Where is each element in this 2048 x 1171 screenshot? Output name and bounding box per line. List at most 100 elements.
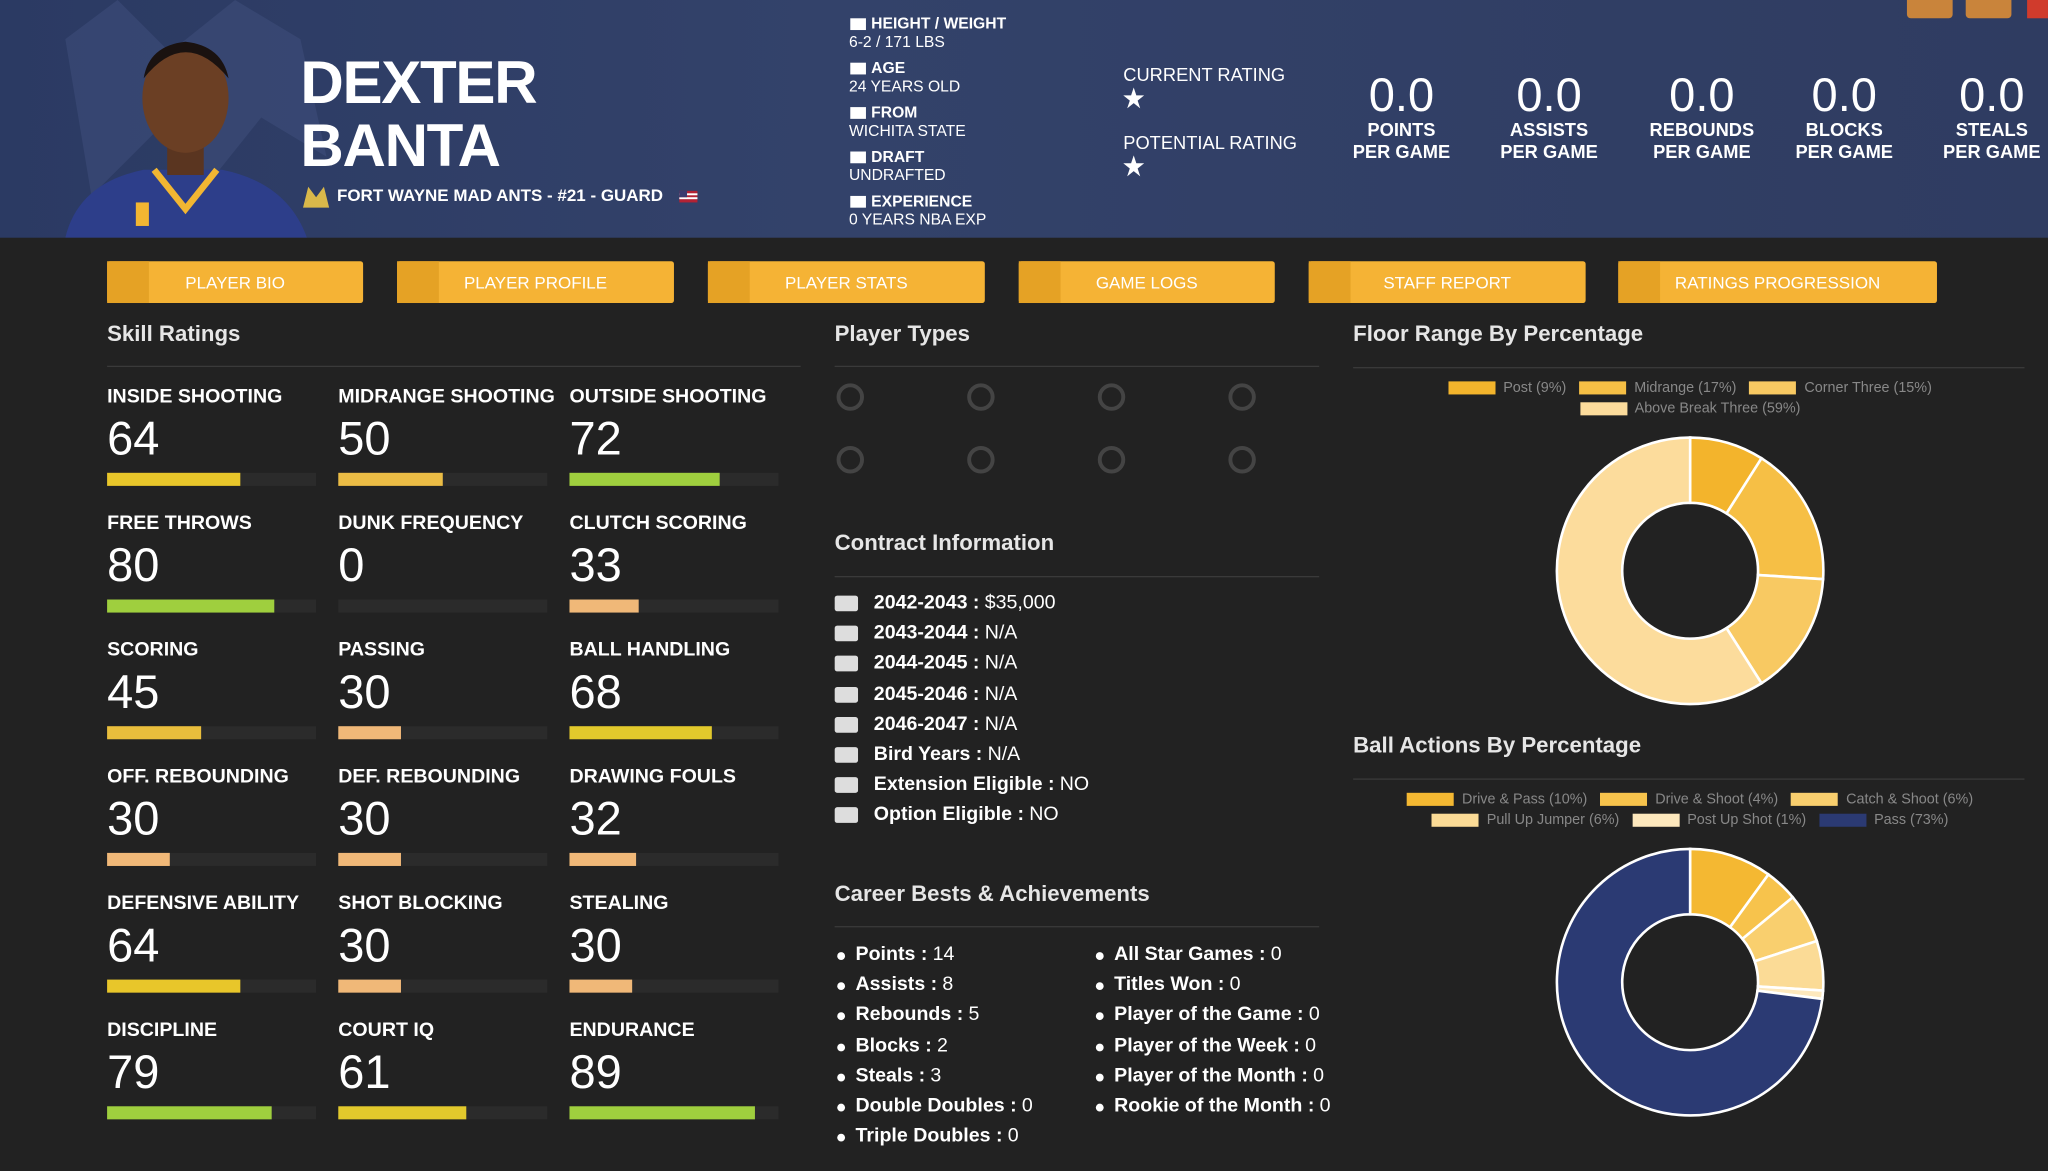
bio-icon xyxy=(850,195,866,208)
nav-label[interactable]: PLAYER STATS xyxy=(785,272,908,292)
player-type-icon xyxy=(1228,383,1256,411)
skill-name: FREE THROWS xyxy=(107,511,252,535)
bullet xyxy=(837,982,846,991)
nav-label[interactable]: PLAYER BIO xyxy=(185,272,285,292)
donut-chart xyxy=(1555,847,1825,1117)
contract-value: $35,000 xyxy=(984,591,1056,614)
prev-button[interactable] xyxy=(1906,0,1953,19)
legend-item: Post (9%) xyxy=(1448,380,1566,396)
career-label: All Star Games : xyxy=(1114,943,1266,966)
bullet xyxy=(1095,1012,1104,1021)
career-row: Double Doubles :0 xyxy=(856,1095,1033,1117)
skill-bar xyxy=(569,1106,756,1120)
nav-icon xyxy=(107,261,149,304)
close-button[interactable] xyxy=(2027,0,2048,19)
contract-icon xyxy=(834,595,859,612)
donut-slice xyxy=(1555,847,1824,1117)
legend-item: Catch & Shoot (6%) xyxy=(1791,791,1974,808)
player-header: DEXTER BANTA FORT WAYNE MAD ANTS - #21 -… xyxy=(0,0,2048,238)
nav-label[interactable]: PLAYER PROFILE xyxy=(463,272,608,292)
career-label: Points : xyxy=(855,943,928,966)
skill-name: MIDRANGE SHOOTING xyxy=(338,385,555,408)
nav-label[interactable]: GAME LOGS xyxy=(1095,272,1198,292)
icon-shape xyxy=(834,777,859,794)
career-value: 14 xyxy=(932,943,955,966)
skill-bar xyxy=(569,979,633,993)
bullet xyxy=(837,1043,846,1051)
icon-shape xyxy=(836,383,864,411)
nav-button[interactable]: PLAYER BIO xyxy=(107,261,364,304)
contract-icon xyxy=(834,807,859,824)
section-title: Career Bests & Achievements xyxy=(834,881,1150,907)
nav-label[interactable]: RATINGS PROGRESSION xyxy=(1674,272,1881,292)
skill-track xyxy=(338,599,548,613)
bullet xyxy=(837,1133,846,1142)
bio-value: 0 YEARS NBA EXP xyxy=(848,210,987,229)
career-label: Player of the Game : xyxy=(1114,1003,1304,1026)
career-label: Player of the Week : xyxy=(1114,1033,1300,1057)
skill-value: 50 xyxy=(338,411,391,465)
legend-label: Catch & Shoot (6%) xyxy=(1846,791,1974,808)
career-value: 3 xyxy=(930,1064,942,1087)
career-row: Blocks :2 xyxy=(856,1034,948,1056)
skill-name: SHOT BLOCKING xyxy=(338,892,503,915)
nav-label[interactable]: STAFF REPORT xyxy=(1383,272,1512,292)
bio-label: DRAFT xyxy=(871,147,925,166)
next-button[interactable] xyxy=(1965,0,2012,19)
skill-value: 45 xyxy=(107,664,160,719)
icon-shape xyxy=(834,747,859,763)
bio-icon xyxy=(850,107,866,119)
legend-label: Drive & Pass (10%) xyxy=(1461,791,1588,808)
career-row: Triple Doubles :0 xyxy=(856,1125,1019,1147)
contract-row: Extension Eligible : NO xyxy=(874,773,1089,795)
player-photo xyxy=(65,0,327,238)
star xyxy=(1123,155,1145,177)
legend-swatch xyxy=(1448,381,1496,395)
legend-swatch xyxy=(1579,381,1627,395)
nav-button[interactable]: GAME LOGS xyxy=(1018,261,1275,304)
skill-name: PASSING xyxy=(338,638,426,661)
skill-value: 30 xyxy=(569,918,622,972)
bullet xyxy=(837,952,846,960)
stat-value: 0.0 xyxy=(1516,67,1582,122)
skill-bar xyxy=(338,472,443,486)
nav-button[interactable]: PLAYER STATS xyxy=(707,261,985,304)
skill-bar xyxy=(107,599,275,613)
legend-swatch xyxy=(1600,792,1648,806)
last-name: BANTA xyxy=(300,111,501,179)
bullet xyxy=(1095,1073,1104,1082)
player-type-icon xyxy=(1097,446,1126,474)
section-title: Skill Ratings xyxy=(107,321,241,347)
icon-shape xyxy=(967,383,995,411)
nav-button[interactable]: PLAYER PROFILE xyxy=(397,261,674,304)
nav-button[interactable]: RATINGS PROGRESSION xyxy=(1618,261,1937,304)
stat-label: REBOUNDS xyxy=(1649,118,1755,140)
career-label: Titles Won : xyxy=(1114,973,1225,996)
stat-value: 0.0 xyxy=(1811,67,1877,122)
donut-slice xyxy=(1555,436,1764,706)
legend-item: Drive & Pass (10%) xyxy=(1407,791,1588,808)
career-value: 0 xyxy=(1313,1064,1324,1087)
legend-item: Corner Three (15%) xyxy=(1749,380,1932,396)
icon-shape xyxy=(850,107,866,119)
contract-label: Bird Years : xyxy=(873,743,983,766)
star-shape xyxy=(1123,155,1145,177)
contract-row: 2042-2043 : $35,000 xyxy=(874,592,1056,614)
bio-value: 6-2 / 171 LBS xyxy=(848,32,945,51)
star xyxy=(1123,87,1145,109)
stat-label: ASSISTS xyxy=(1509,118,1589,140)
career-row: Titles Won :0 xyxy=(1114,973,1240,995)
stat-value: 0.0 xyxy=(1669,67,1735,122)
skill-value: 89 xyxy=(569,1044,622,1099)
icon-shape xyxy=(850,151,866,164)
skill-bar xyxy=(569,599,639,613)
nav-button[interactable]: STAFF REPORT xyxy=(1308,261,1586,304)
career-label: Triple Doubles : xyxy=(855,1124,1003,1148)
bullet xyxy=(1095,982,1104,991)
legend: Drive & Pass (10%) Drive & Shoot (4%) Catc… xyxy=(1396,791,1984,828)
skill-value: 0 xyxy=(338,538,365,592)
section-rule xyxy=(834,926,1320,928)
bio-label: AGE xyxy=(871,58,906,78)
icon-shape xyxy=(1097,446,1126,474)
career-value: 0 xyxy=(1319,1094,1331,1117)
